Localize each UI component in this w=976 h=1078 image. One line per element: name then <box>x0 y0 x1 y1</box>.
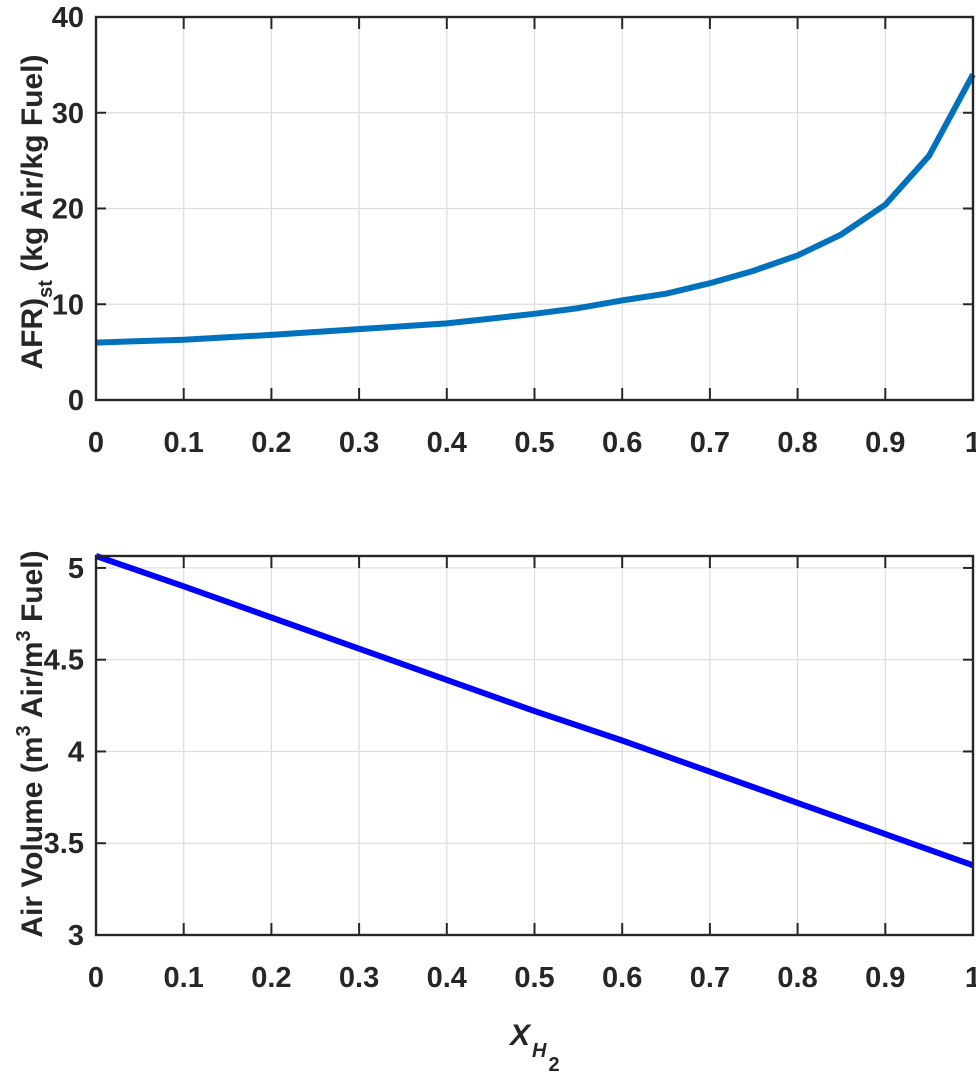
y-tick-label: 20 <box>52 194 84 226</box>
y-tick-labels: 3 3.5 4 4.5 5 <box>44 553 84 952</box>
series-line <box>95 72 976 346</box>
x-tick-label: 0 <box>88 427 104 459</box>
x-tick-label: 0.2 <box>251 962 291 994</box>
x-tick-labels: 0 0.1 0.2 0.3 0.4 0.5 0.6 0.7 0.8 0.9 1 <box>88 427 976 459</box>
x-tick-label: 1 <box>965 427 976 459</box>
grid-lines <box>96 17 973 400</box>
x-tick-label: 0.6 <box>602 427 642 459</box>
x-tick-label: 0.4 <box>427 427 467 459</box>
x-tick-label: 0.9 <box>865 962 905 994</box>
x-tick-label: 0.6 <box>602 962 642 994</box>
y-axis-label-afr: AFR)st (kg Air/kg Fuel) <box>16 54 57 369</box>
x-axis-label: X H2 <box>508 1019 560 1076</box>
x-tick-label: 0.9 <box>865 427 905 459</box>
data-line-air-volume <box>95 553 975 869</box>
y-tick-label: 0 <box>68 385 84 417</box>
y-tick-label: 4.5 <box>44 645 84 677</box>
x-tick-labels: 0 0.1 0.2 0.3 0.4 0.5 0.6 0.7 0.8 0.9 1 <box>88 962 976 994</box>
x-tick-label: 0.7 <box>690 962 730 994</box>
x-tick-label: 0.3 <box>339 427 379 459</box>
x-tick-label: 0.5 <box>514 962 554 994</box>
x-tick-label: 0.5 <box>514 427 554 459</box>
y-tick-label: 30 <box>52 98 84 130</box>
subplot-afr: 0 0.1 0.2 0.3 0.4 0.5 0.6 0.7 0.8 0.9 1 010203040 … <box>16 2 976 459</box>
y-tick-label: 4 <box>68 736 84 768</box>
x-tick-label: 1 <box>965 962 976 994</box>
y-tick-label: 10 <box>52 289 84 321</box>
x-tick-label: 0.1 <box>164 962 204 994</box>
y-tick-label: 3 <box>68 920 84 952</box>
tick-marks <box>95 556 974 936</box>
x-tick-label: 0 <box>88 962 104 994</box>
tick-marks <box>95 16 974 401</box>
y-tick-label: 3.5 <box>44 828 84 860</box>
y-tick-label: 40 <box>52 2 84 34</box>
grid-lines <box>96 556 973 935</box>
data-line-afr <box>95 72 976 346</box>
x-tick-label: 0.4 <box>427 962 467 994</box>
y-tick-label: 5 <box>68 553 84 585</box>
x-tick-label: 0.2 <box>251 427 291 459</box>
x-tick-label: 0.1 <box>164 427 204 459</box>
subplot-air-volume: 0 0.1 0.2 0.3 0.4 0.5 0.6 0.7 0.8 0.9 1 33.544.55 … <box>13 550 976 1076</box>
x-tick-label: 0.7 <box>690 427 730 459</box>
y-tick-labels: 0 10 20 30 40 <box>52 2 84 417</box>
x-tick-label: 0.8 <box>777 962 817 994</box>
x-tick-label: 0.3 <box>339 962 379 994</box>
y-axis-label-air-volume: Air Volume (m3 Air/m3 Fuel) <box>13 550 49 937</box>
series-line <box>95 553 975 869</box>
x-tick-label: 0.8 <box>777 427 817 459</box>
